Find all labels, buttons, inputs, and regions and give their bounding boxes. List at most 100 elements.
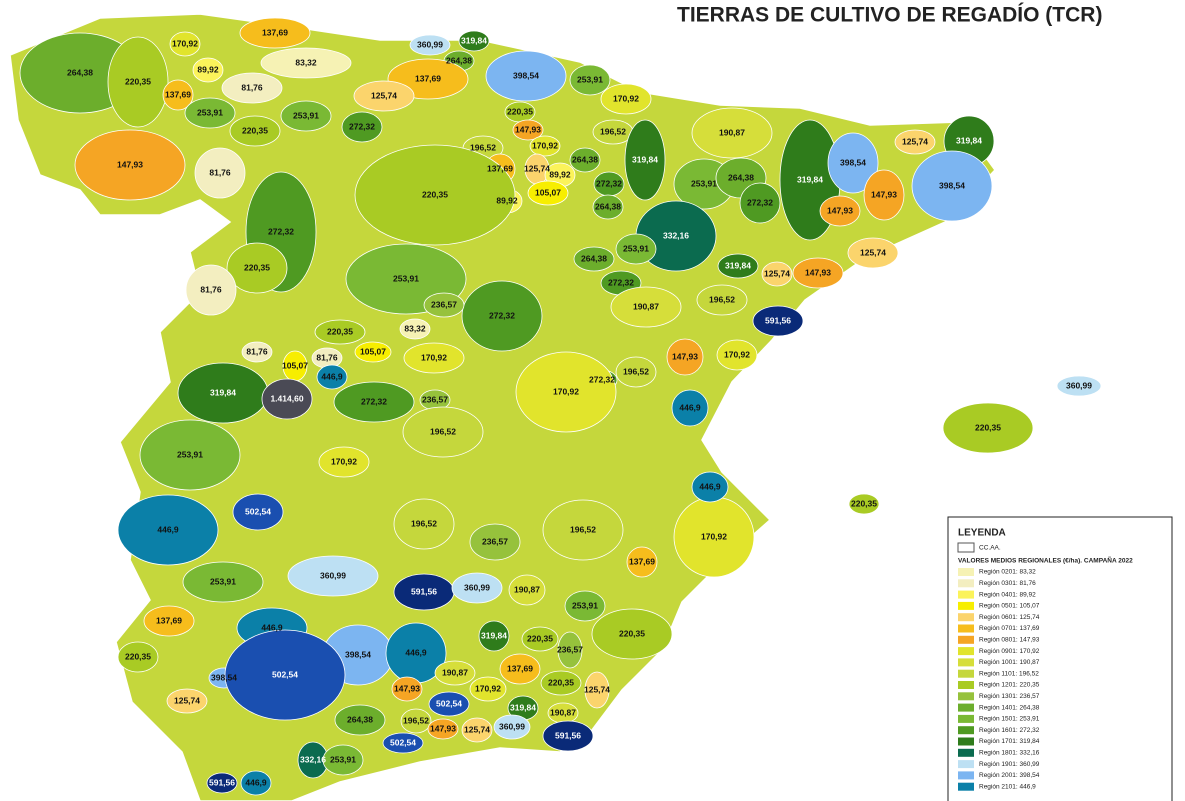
region-label: 147,93 <box>805 267 831 277</box>
region-label: 170,92 <box>331 456 357 466</box>
region-label: 137,69 <box>415 73 441 83</box>
region <box>761 261 793 287</box>
region-label: 125,74 <box>764 268 790 278</box>
region <box>827 132 879 194</box>
legend-item: Región 1601: 272,32 <box>979 727 1040 734</box>
region <box>353 80 415 112</box>
region <box>615 233 657 265</box>
region <box>542 499 624 561</box>
region <box>318 446 370 478</box>
region-label: 253,91 <box>572 600 598 610</box>
region <box>354 341 392 363</box>
region-label: 220,35 <box>244 262 270 272</box>
region-label: 83,32 <box>295 57 317 67</box>
region-label: 253,91 <box>393 273 419 283</box>
region-label: 591,56 <box>765 315 791 325</box>
region-label: 446,9 <box>321 371 343 381</box>
region <box>192 57 224 83</box>
region-label: 319,84 <box>461 35 487 45</box>
region <box>512 119 544 141</box>
legend-swatch <box>958 703 974 712</box>
region-label: 147,93 <box>117 159 143 169</box>
region <box>221 72 283 104</box>
region-label: 125,74 <box>524 163 550 173</box>
region-label: 591,56 <box>209 777 235 787</box>
region <box>260 47 352 79</box>
region-label: 170,92 <box>701 531 727 541</box>
legend-swatch <box>958 748 974 757</box>
region-label: 398,54 <box>211 672 237 682</box>
region-label: 170,92 <box>532 140 558 150</box>
region <box>666 338 704 376</box>
region <box>469 676 507 702</box>
region-label: 81,76 <box>200 284 222 294</box>
region <box>584 671 610 709</box>
region-label: 125,74 <box>174 695 200 705</box>
region-label: 147,93 <box>430 723 456 733</box>
legend-swatch <box>958 681 974 689</box>
region-label: 264,38 <box>581 253 607 263</box>
region-label: 190,87 <box>442 667 468 677</box>
legend-swatch <box>958 568 974 576</box>
region-label: 253,91 <box>577 74 603 84</box>
region-label: 137,69 <box>487 163 513 173</box>
region-label: 220,35 <box>125 76 151 86</box>
region-label: 220,35 <box>507 106 533 116</box>
region-label: 319,84 <box>632 154 658 164</box>
region <box>194 147 246 199</box>
region <box>402 406 484 458</box>
region-label: 170,92 <box>613 93 639 103</box>
legend-item: Región 0401: 89,92 <box>979 591 1036 598</box>
region-label: 502,54 <box>390 737 416 747</box>
region <box>162 79 194 111</box>
region-label: 125,74 <box>584 684 610 694</box>
region <box>591 608 673 660</box>
region <box>499 653 541 685</box>
region <box>316 364 348 390</box>
region <box>400 708 432 734</box>
region-label: 272,32 <box>589 374 615 384</box>
region-label: 220,35 <box>548 677 574 687</box>
region-label: 446,9 <box>245 777 267 787</box>
legend-swatch <box>958 613 974 622</box>
region-label: 81,76 <box>209 167 231 177</box>
region-label: 398,54 <box>513 70 539 80</box>
legend-item: Región 1301: 236,57 <box>979 693 1040 700</box>
region <box>557 631 583 669</box>
region <box>739 182 781 224</box>
legend-box <box>947 516 1173 801</box>
region-label: 264,38 <box>347 714 373 724</box>
region-label: 220,35 <box>527 633 553 643</box>
legend-swatch <box>958 771 974 780</box>
region-label: 196,52 <box>709 294 735 304</box>
region-label: 196,52 <box>430 426 456 436</box>
region-label: 591,56 <box>555 730 581 740</box>
region <box>847 237 899 269</box>
region <box>280 100 332 132</box>
region <box>716 339 758 371</box>
region-label: 446,9 <box>699 481 721 491</box>
region <box>427 718 459 740</box>
region-label: 137,69 <box>165 89 191 99</box>
region-label: 89,92 <box>197 64 219 74</box>
region-label: 147,93 <box>394 683 420 693</box>
region <box>184 97 236 129</box>
region-label: 360,99 <box>320 570 346 580</box>
region-label: 137,69 <box>262 27 288 37</box>
region <box>334 704 386 736</box>
region <box>573 246 615 272</box>
region-label: 264,38 <box>595 201 621 211</box>
region <box>600 83 652 115</box>
region <box>403 342 465 374</box>
region <box>322 744 364 776</box>
region-label: 319,84 <box>210 387 236 397</box>
legend-item: Región 2101: 446,9 <box>979 783 1036 790</box>
region-label: 125,74 <box>464 724 490 734</box>
region <box>515 351 617 433</box>
region <box>139 419 241 491</box>
region <box>399 318 431 340</box>
region <box>508 574 546 606</box>
region-label: 147,93 <box>515 124 541 134</box>
region-label: 125,74 <box>860 247 886 257</box>
region <box>461 717 493 743</box>
